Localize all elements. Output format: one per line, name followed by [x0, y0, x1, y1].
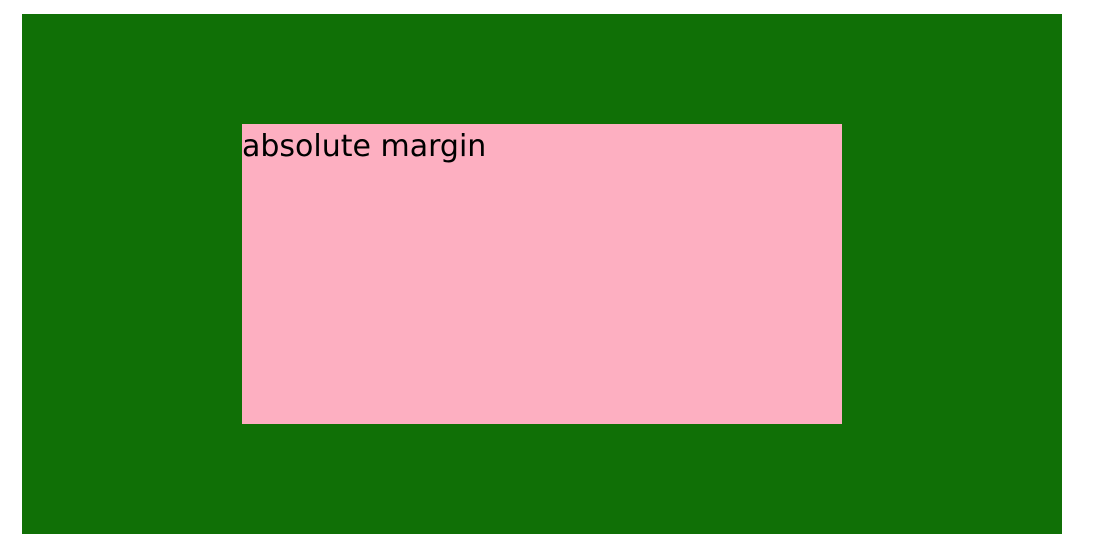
outer-container: absolute margin	[22, 14, 1062, 534]
absolute-box: absolute margin	[242, 124, 842, 424]
absolute-box-label: absolute margin	[242, 129, 487, 164]
